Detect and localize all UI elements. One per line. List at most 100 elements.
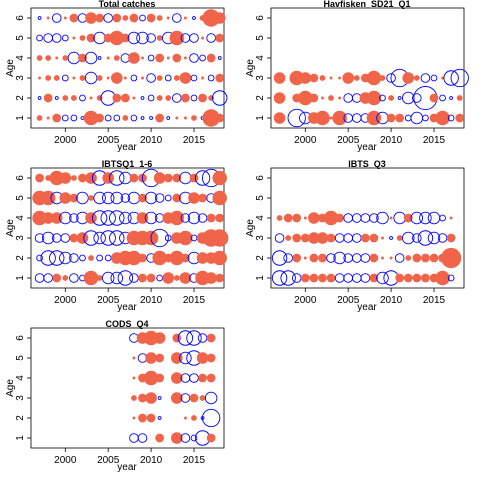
residual-negative-point xyxy=(172,93,182,103)
residual-positive-point xyxy=(162,272,175,284)
residual-positive-point xyxy=(366,70,382,86)
residual-negative-point xyxy=(51,33,62,43)
y-tick-label: 2 xyxy=(255,95,266,101)
residual-positive-point xyxy=(88,195,94,201)
residual-negative-point xyxy=(199,54,206,62)
residual-negative-point xyxy=(410,211,424,225)
residual-negative-point xyxy=(34,233,45,243)
residual-positive-point xyxy=(388,95,394,101)
residual-positive-point xyxy=(145,392,157,404)
residual-positive-point xyxy=(315,110,330,126)
residual-negative-point xyxy=(147,54,155,62)
residual-positive-point xyxy=(89,96,93,100)
residual-negative-point xyxy=(360,213,371,223)
residual-positive-point xyxy=(112,93,122,103)
residual-negative-point xyxy=(129,273,139,283)
residual-negative-point xyxy=(43,273,53,283)
x-tick-label: 2010 xyxy=(380,295,403,306)
residual-positive-point xyxy=(412,253,422,263)
residual-negative-point xyxy=(369,213,379,223)
y-tick-label: 2 xyxy=(255,255,266,261)
residual-positive-point xyxy=(292,233,302,243)
residual-positive-point xyxy=(155,353,165,363)
residual-positive-point xyxy=(110,72,123,84)
residual-positive-point xyxy=(141,56,144,60)
residual-negative-point xyxy=(144,191,158,205)
residual-negative-point xyxy=(101,271,115,285)
x-axis-label: year xyxy=(117,142,137,153)
residual-positive-point xyxy=(70,95,77,101)
residual-positive-point xyxy=(206,353,216,363)
residual-positive-point xyxy=(169,250,185,266)
residual-positive-point xyxy=(321,96,324,100)
residual-negative-point xyxy=(201,408,221,428)
residual-negative-point xyxy=(190,434,198,442)
residual-positive-point xyxy=(156,15,163,21)
y-tick-label: 6 xyxy=(255,15,266,21)
residual-negative-point xyxy=(84,51,98,65)
x-tick-label: 2010 xyxy=(380,135,403,146)
residual-positive-point xyxy=(123,76,127,80)
residual-positive-point xyxy=(303,216,307,220)
residual-positive-point xyxy=(206,373,216,383)
residual-positive-point xyxy=(329,76,333,80)
residual-positive-point xyxy=(131,395,137,401)
residual-positive-point xyxy=(300,233,310,243)
plot-frame xyxy=(30,167,225,289)
residual-negative-point xyxy=(343,273,354,283)
residual-positive-point xyxy=(309,73,319,83)
panel-total-catches: Total catches 2000 2005 2010 2015 1 2 3 4 5 6 ye… xyxy=(5,0,228,153)
residual-positive-point xyxy=(212,250,227,266)
residual-negative-point xyxy=(119,211,132,225)
y-tick-label: 2 xyxy=(15,415,26,421)
x-tick-label: 2000 xyxy=(54,295,77,306)
y-tick-label: 4 xyxy=(15,215,26,221)
residual-positive-point xyxy=(283,213,293,223)
residual-positive-point xyxy=(78,53,87,63)
residual-positive-point xyxy=(128,52,140,64)
y-tick-label: 4 xyxy=(255,215,266,221)
panel-title: CODS_Q4 xyxy=(105,319,148,329)
residual-positive-point xyxy=(215,213,225,223)
residual-positive-point xyxy=(79,75,86,81)
residual-positive-point xyxy=(183,116,187,120)
residual-positive-point xyxy=(206,333,216,343)
residual-positive-point xyxy=(69,193,79,203)
residual-positive-point xyxy=(456,95,463,101)
residual-positive-point xyxy=(171,432,183,444)
residual-positive-point xyxy=(441,76,445,80)
residual-negative-point xyxy=(69,253,79,263)
residual-negative-point xyxy=(180,213,191,223)
residual-positive-point xyxy=(36,115,43,121)
residual-negative-point xyxy=(36,34,43,42)
residual-positive-point xyxy=(369,233,379,243)
residual-positive-point xyxy=(369,273,379,283)
residual-negative-point xyxy=(326,253,336,263)
residual-negative-point xyxy=(166,116,171,120)
x-tick-label: 2000 xyxy=(54,455,77,466)
residual-positive-point xyxy=(106,76,110,80)
y-axis: 1 2 3 4 5 6 xyxy=(15,15,31,121)
residual-negative-point xyxy=(417,230,434,246)
residual-positive-point xyxy=(178,230,193,246)
residual-positive-point xyxy=(63,16,67,20)
residual-positive-point xyxy=(191,115,197,121)
residual-positive-point xyxy=(318,273,327,283)
residual-positive-point xyxy=(273,92,286,104)
residual-positive-point xyxy=(213,12,226,24)
residual-positive-point xyxy=(72,36,76,40)
y-tick-label: 5 xyxy=(15,195,26,201)
panel-title: Havfisken_SD21_Q1 xyxy=(323,0,410,9)
residual-positive-point xyxy=(316,232,329,244)
residual-negative-point xyxy=(189,53,199,63)
residual-negative-point xyxy=(447,114,455,122)
residual-positive-point xyxy=(145,352,157,364)
x-axis-label: year xyxy=(117,462,137,473)
residual-negative-point xyxy=(104,254,112,262)
residual-positive-point xyxy=(172,53,182,63)
x-tick-label: 2000 xyxy=(54,135,77,146)
residual-positive-point xyxy=(198,93,207,103)
residual-positive-point xyxy=(326,233,336,243)
residual-negative-point xyxy=(109,230,125,246)
y-tick-label: 3 xyxy=(255,235,266,241)
